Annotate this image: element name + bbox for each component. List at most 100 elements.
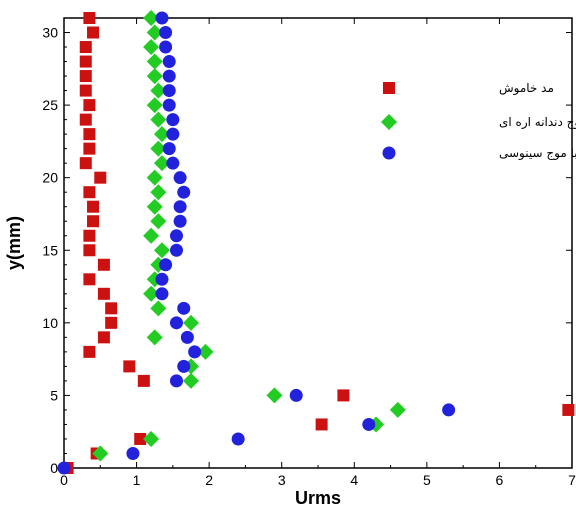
data-point-circle-point — [162, 84, 176, 98]
data-point-circle-point — [159, 40, 173, 54]
data-points — [57, 10, 575, 475]
legend-marker — [383, 82, 395, 94]
y-tick-label: 30 — [42, 25, 58, 41]
data-point-square-point — [79, 113, 92, 126]
data-point-circle-point — [362, 417, 376, 431]
data-point-circle-point — [177, 359, 191, 373]
data-point-circle-point — [173, 200, 187, 214]
data-point-circle-point — [166, 127, 180, 141]
data-point-diamond-point — [150, 111, 167, 128]
data-point-square-point — [97, 287, 110, 300]
data-point-square-point — [97, 331, 110, 344]
legend-item: روشن با موج سينوسی — [382, 146, 576, 161]
data-point-diamond-point — [153, 155, 170, 172]
data-point-square-point — [79, 70, 92, 83]
data-point-square-point — [83, 128, 96, 141]
x-axis-title: Urms — [295, 488, 341, 508]
y-tick-label: 20 — [42, 170, 58, 186]
data-point-circle-point — [155, 11, 169, 25]
data-point-diamond-point — [389, 401, 406, 418]
legend-item: مد خاموش — [383, 81, 554, 96]
data-point-square-point — [97, 258, 110, 271]
data-point-square-point — [315, 418, 328, 431]
y-tick-label: 0 — [50, 460, 58, 476]
y-axis-ticks: 0 5 10 15 20 25 30 — [42, 17, 572, 476]
series-2 — [92, 10, 406, 462]
data-point-circle-point — [166, 156, 180, 170]
data-point-square-point — [79, 41, 92, 54]
x-tick-label: 6 — [496, 472, 504, 488]
series-3 — [57, 11, 456, 475]
data-point-square-point — [562, 403, 575, 416]
data-point-square-point — [105, 302, 118, 315]
data-point-circle-point — [173, 171, 187, 185]
legend: مد خاموش روشن با موج دندانه اره ای روشن با… — [381, 81, 576, 161]
data-point-square-point — [87, 26, 100, 39]
data-point-diamond-point — [143, 10, 160, 26]
data-point-circle-point — [177, 301, 191, 315]
data-point-circle-point — [169, 243, 183, 257]
data-point-diamond-point — [183, 372, 199, 389]
data-point-square-point — [79, 55, 92, 68]
data-point-square-point — [83, 345, 96, 358]
data-point-circle-point — [159, 258, 173, 272]
x-tick-label: 5 — [423, 472, 431, 488]
data-point-diamond-point — [153, 242, 170, 259]
data-point-square-point — [79, 157, 92, 170]
data-point-diamond-point — [146, 97, 163, 114]
data-point-circle-point — [166, 113, 180, 127]
plot-frame — [63, 17, 573, 469]
y-tick-label: 10 — [42, 315, 58, 331]
x-tick-label: 4 — [350, 472, 358, 488]
data-point-square-point — [83, 244, 96, 257]
data-point-circle-point — [169, 316, 183, 330]
data-point-square-point — [83, 142, 96, 155]
legend-marker — [382, 146, 396, 160]
data-point-square-point — [94, 171, 107, 184]
data-point-diamond-point — [150, 82, 167, 99]
data-point-square-point — [79, 84, 92, 97]
data-point-circle-point — [155, 272, 169, 286]
data-point-circle-point — [188, 345, 202, 359]
legend-marker — [381, 114, 397, 130]
plot-border — [63, 17, 573, 469]
data-point-diamond-point — [146, 53, 163, 70]
legend-label: روشن با موج دندانه اره ای — [499, 115, 576, 130]
data-point-square-point — [83, 273, 96, 286]
data-point-diamond-point — [150, 184, 167, 201]
data-point-circle-point — [162, 55, 176, 69]
data-point-diamond-point — [150, 300, 167, 317]
data-point-diamond-point — [146, 68, 163, 85]
x-tick-label: 1 — [133, 472, 141, 488]
data-point-diamond-point — [266, 387, 283, 404]
y-axis-title: y(mm) — [4, 216, 24, 270]
data-point-square-point — [105, 316, 118, 329]
data-point-square-point — [137, 374, 150, 387]
data-point-square-point — [87, 215, 100, 228]
data-point-diamond-point — [146, 169, 163, 186]
data-point-diamond-point — [146, 198, 163, 215]
data-point-circle-point — [162, 98, 176, 112]
legend-label: روشن با موج سينوسی — [499, 146, 576, 161]
data-point-diamond-point — [92, 445, 109, 462]
data-point-circle-point — [177, 185, 191, 199]
data-point-diamond-point — [146, 24, 163, 41]
data-point-diamond-point — [143, 285, 160, 302]
data-point-diamond-point — [146, 329, 163, 346]
series-1 — [61, 12, 575, 474]
y-tick-label: 5 — [50, 387, 58, 403]
data-point-square-point — [337, 389, 350, 402]
data-point-diamond-point — [197, 343, 214, 360]
data-point-circle-point — [180, 330, 194, 344]
data-point-square-point — [123, 360, 136, 373]
data-point-square-point — [87, 200, 100, 213]
data-point-square-point — [83, 12, 96, 24]
data-point-square-point — [134, 432, 147, 445]
data-point-circle-point — [169, 374, 183, 388]
data-point-diamond-point — [143, 39, 160, 56]
data-point-circle-point — [173, 214, 187, 228]
data-point-circle-point — [442, 403, 456, 417]
data-point-square-point — [83, 99, 96, 112]
data-point-diamond-point — [153, 126, 170, 143]
